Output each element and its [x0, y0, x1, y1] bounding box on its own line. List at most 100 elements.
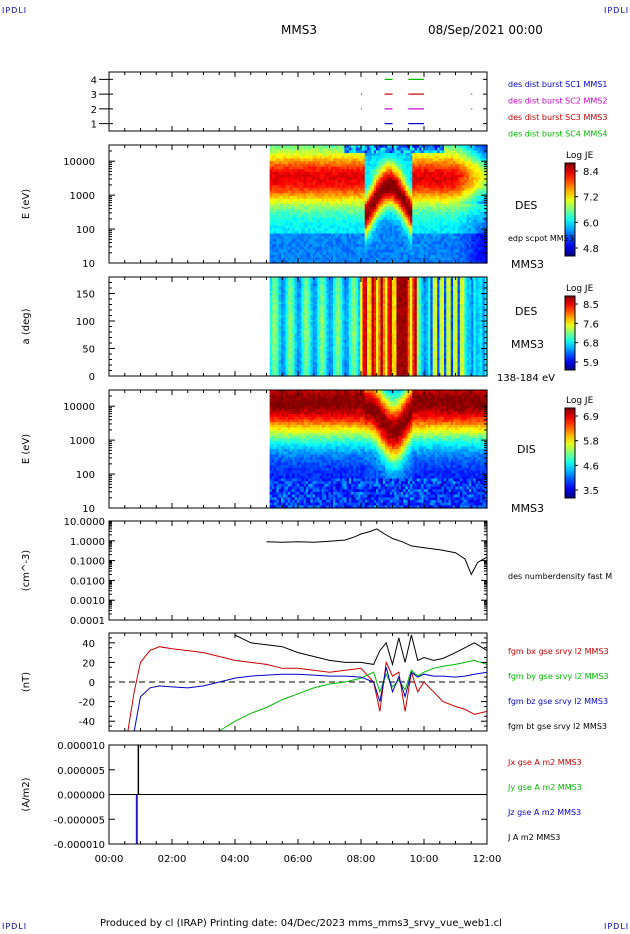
- heatmap-cell: [400, 150, 404, 154]
- heatmap-cell: [362, 220, 366, 224]
- heatmap-cell: [376, 222, 379, 227]
- heatmap-cell: [391, 150, 395, 154]
- heatmap-cell: [434, 145, 438, 149]
- heatmap-cell: [353, 241, 357, 245]
- heatmap-cell: [371, 187, 375, 192]
- heatmap-cell: [294, 257, 298, 261]
- heatmap-cell: [294, 212, 298, 216]
- heatmap-cell: [317, 230, 321, 235]
- heatmap-cell: [278, 150, 282, 154]
- heatmap-cell: [400, 254, 404, 259]
- heatmap-cell: [407, 252, 411, 256]
- heatmap-cell: [419, 225, 422, 229]
- heatmap-cell: [443, 246, 447, 251]
- heatmap-cell: [443, 214, 447, 219]
- heatmap-cell: [319, 153, 323, 157]
- heatmap-cell: [335, 236, 339, 240]
- heatmap-cell: [337, 206, 341, 210]
- heatmap-cell: [344, 236, 348, 240]
- heatmap-cell: [308, 236, 311, 240]
- heatmap-cell: [448, 201, 452, 205]
- heatmap-cell: [290, 153, 293, 157]
- heatmap-cell: [453, 169, 456, 173]
- heatmap-cell: [464, 249, 468, 253]
- heatmap-cell: [294, 179, 298, 184]
- heatmap-cell: [330, 155, 334, 160]
- heatmap-cell: [450, 209, 454, 213]
- heatmap-cell: [441, 228, 445, 232]
- heatmap-cell: [287, 214, 291, 219]
- heatmap-cell: [423, 195, 427, 200]
- heatmap-cell: [385, 249, 388, 253]
- heatmap-cell: [376, 254, 379, 259]
- heatmap-cell: [400, 204, 404, 208]
- heatmap-cell: [353, 230, 357, 235]
- heatmap-cell: [432, 182, 436, 186]
- heatmap-cell: [301, 228, 305, 232]
- heatmap-cell: [301, 153, 305, 157]
- heatmap-cell: [464, 212, 468, 216]
- heatmap-cell: [355, 204, 359, 208]
- heatmap-cell: [396, 206, 400, 210]
- heatmap-cell: [369, 150, 373, 154]
- heatmap-cell: [283, 177, 287, 181]
- heatmap-cell: [337, 236, 341, 240]
- heatmap-cell: [400, 260, 404, 264]
- heatmap-cell: [330, 166, 334, 170]
- heatmap-cell: [280, 185, 284, 189]
- heatmap-cell: [346, 158, 350, 162]
- heatmap-cell: [269, 260, 273, 264]
- heatmap-cell: [376, 228, 379, 232]
- heatmap-cell: [323, 187, 327, 192]
- heatmap-cell: [376, 185, 379, 189]
- heatmap-cell: [360, 214, 364, 219]
- heatmap-cell: [400, 169, 404, 173]
- heatmap-cell: [292, 246, 296, 251]
- heatmap-cell: [317, 252, 321, 256]
- heatmap-cell: [387, 147, 391, 151]
- heatmap-cell: [337, 177, 341, 181]
- heatmap-cell: [360, 163, 364, 168]
- heatmap-cell: [425, 201, 429, 205]
- heatmap-cell: [434, 217, 438, 221]
- heatmap-cell: [276, 166, 280, 170]
- heatmap-cell: [274, 155, 278, 160]
- heatmap-cell: [339, 230, 343, 235]
- heatmap-cell: [330, 241, 334, 245]
- heatmap-cell: [421, 204, 425, 208]
- heatmap-cell: [385, 193, 388, 197]
- heatmap-cell: [464, 182, 468, 186]
- heatmap-cell: [453, 228, 456, 232]
- heatmap-cell: [453, 147, 456, 151]
- heatmap-cell: [376, 249, 379, 253]
- heatmap-cell: [278, 246, 282, 251]
- heatmap-cell: [299, 182, 302, 186]
- heatmap-cell: [412, 246, 416, 251]
- heatmap-cell: [441, 204, 445, 208]
- heatmap-cell: [405, 193, 409, 197]
- heatmap-cell: [296, 158, 300, 162]
- heatmap-cell: [371, 150, 375, 154]
- heatmap-cell: [453, 185, 456, 189]
- heatmap-cell: [432, 241, 436, 245]
- heatmap-cell: [389, 147, 393, 151]
- heatmap-cell: [274, 198, 278, 202]
- heatmap-cell: [308, 214, 311, 219]
- heatmap-cell: [380, 249, 384, 253]
- heatmap-cell: [342, 145, 345, 149]
- heatmap-cell: [310, 198, 314, 202]
- heatmap-cell: [271, 150, 275, 154]
- heatmap-cell: [398, 225, 402, 229]
- heatmap-cell: [346, 195, 350, 200]
- heatmap-cell: [387, 217, 391, 221]
- heatmap-cell: [323, 254, 327, 259]
- heatmap-cell: [312, 171, 316, 176]
- heatmap-cell: [317, 217, 321, 221]
- heatmap-cell: [387, 163, 391, 168]
- heatmap-cell: [432, 158, 436, 162]
- heatmap-cell: [425, 166, 429, 170]
- heatmap-cell: [292, 158, 296, 162]
- heatmap-cell: [308, 158, 311, 162]
- heatmap-cell: [398, 174, 402, 178]
- heatmap-cell: [305, 179, 309, 184]
